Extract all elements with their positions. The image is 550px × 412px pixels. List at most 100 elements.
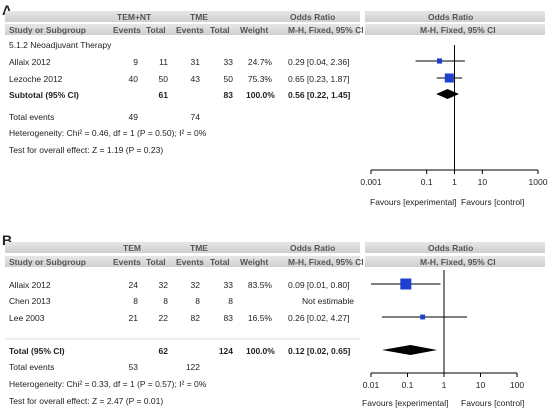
- panel-a-favours-right: Favours [control]: [461, 197, 525, 207]
- panel-b-favours-right: Favours [control]: [461, 398, 525, 408]
- panel-b-row2-events2: 8: [195, 296, 200, 306]
- panel-b-tick-label-4: 100: [510, 380, 524, 390]
- panel-a-row2-or: 0.65 [0.23, 1.87]: [288, 74, 350, 84]
- panel-a-group1-label: TEM+NT: [117, 12, 152, 22]
- panel-a-row1-events2: 31: [190, 57, 200, 67]
- panel-b-total-events1: 53: [128, 362, 138, 372]
- panel-a-box-0: [436, 58, 443, 64]
- panel-a-row2-events1: 40: [128, 74, 138, 84]
- panel-a-odds-ratio-plot-header: Odds Ratio: [428, 12, 474, 22]
- panel-a-odds-ratio-header: Odds Ratio: [290, 12, 336, 22]
- panel-b-favours-left: Favours [experimental]: [362, 398, 449, 408]
- panel-b-total-total2: 124: [218, 346, 233, 356]
- panel-a-row2-study: Lezoche 2012: [9, 74, 63, 84]
- panel-a-subtotal-total1: 61: [158, 90, 168, 100]
- panel-b-group1-label: TEM: [123, 243, 141, 253]
- panel-a-subtotal-or: 0.56 [0.22, 1.45]: [288, 90, 351, 100]
- panel-a-method-plot-header: M-H, Fixed, 95% CI: [420, 25, 496, 35]
- panel-b-header-band-1: [5, 242, 360, 253]
- panel-a-events1-header: Events: [113, 25, 141, 35]
- panel-a-total-events1: 49: [128, 112, 138, 122]
- panel-a-method-header: M-H, Fixed, 95% CI: [288, 25, 364, 35]
- panel-b-total-label: Total (95% CI): [9, 346, 65, 356]
- panel-b-header-band-4: [365, 256, 545, 267]
- panel-b-study-header: Study or Subgroup: [9, 257, 86, 267]
- panel-b-weight-header: Weight: [240, 257, 269, 267]
- panel-b-total-events-label: Total events: [9, 362, 55, 372]
- panel-b-odds-ratio-plot-header: Odds Ratio: [428, 243, 474, 253]
- panel-b-heterogeneity: Heterogeneity: Chi² = 0.33, df = 1 (P = …: [9, 379, 207, 389]
- panel-b-row1-total2: 33: [223, 280, 233, 290]
- panel-a-header-band-2: [365, 11, 545, 22]
- panel-a-header-band-3: [5, 24, 360, 35]
- panel-b-row1-weight: 83.5%: [247, 280, 272, 290]
- panel-b-row2-or: Not estimable: [302, 296, 354, 306]
- panel-a-tick-label-1: 0.1: [421, 177, 433, 187]
- panel-a-group2-label: TME: [190, 12, 208, 22]
- panel-b-events2-header: Events: [176, 257, 204, 267]
- panel-b-row1-events2: 32: [190, 280, 200, 290]
- panel-a-subtotal-weight: 100.0%: [246, 90, 275, 100]
- panel-a-tick-label-3: 10: [478, 177, 488, 187]
- panel-b-row3-weight: 16.5%: [247, 313, 272, 323]
- panel-a-row1-study: Allaix 2012: [9, 57, 51, 67]
- panel-b-method-plot-header: M-H, Fixed, 95% CI: [420, 257, 496, 267]
- panel-a-subtotal-label: Subtotal (95% CI): [9, 90, 79, 100]
- panel-a-box-1: [444, 73, 454, 83]
- panel-b-row1-total1: 32: [158, 280, 168, 290]
- panel-b-box-0: [400, 278, 412, 290]
- panel-b-row1-study: Allaix 2012: [9, 280, 51, 290]
- panel-a-row1-events1: 9: [133, 57, 138, 67]
- panel-a-header-band-4: [365, 24, 545, 35]
- panel-b-events1-header: Events: [113, 257, 141, 267]
- panel-b-row2-total1: 8: [163, 296, 168, 306]
- panel-a-total-events2: 74: [190, 112, 200, 122]
- panel-a-row2-total1: 50: [158, 74, 168, 84]
- panel-a-row1-total1: 11: [159, 57, 168, 67]
- panel-b-row3-total1: 22: [158, 313, 168, 323]
- panel-a-label: A: [2, 2, 13, 18]
- panel-a-tick-label-2: 1: [452, 177, 457, 187]
- panel-b-tick-label-2: 1: [442, 380, 447, 390]
- panel-a-tick-label-4: 1000: [529, 177, 548, 187]
- panel-a-events2-header: Events: [176, 25, 204, 35]
- panel-b-row3-events1: 21: [128, 313, 138, 323]
- panel-a-row2-events2: 43: [190, 74, 200, 84]
- panel-b-pooled-diamond: [381, 345, 438, 355]
- panel-a-tick-label-0: 0.001: [360, 177, 382, 187]
- panel-b-group2-label: TME: [190, 243, 208, 253]
- panel-b-label: B: [2, 232, 13, 248]
- panel-b-overall-effect: Test for overall effect: Z = 2.47 (P = 0…: [9, 396, 164, 406]
- panel-a-subtotal-total2: 83: [223, 90, 233, 100]
- panel-b-row1-events1: 24: [128, 280, 138, 290]
- panel-b-header-band-3: [5, 256, 360, 267]
- panel-b-header-band-2: [365, 242, 545, 253]
- panel-b-row2-total2: 8: [228, 296, 233, 306]
- panel-b-total-weight: 100.0%: [246, 346, 275, 356]
- panel-a-total-events-label: Total events: [9, 112, 55, 122]
- panel-b-row2-events1: 8: [133, 296, 138, 306]
- panel-b-total1-header: Total: [146, 257, 166, 267]
- panel-b-row3-or: 0.26 [0.02, 4.27]: [288, 313, 350, 323]
- panel-b-method-header: M-H, Fixed, 95% CI: [288, 257, 364, 267]
- panel-b-row3-events2: 82: [190, 313, 200, 323]
- panel-b-row3-total2: 83: [223, 313, 233, 323]
- panel-b-row1-or: 0.09 [0.01, 0.80]: [288, 280, 350, 290]
- panel-b-box-2: [420, 314, 426, 320]
- panel-a-overall-effect: Test for overall effect: Z = 1.19 (P = 0…: [9, 145, 164, 155]
- panel-a-row2-total2: 50: [223, 74, 233, 84]
- panel-a-header-band-1: [5, 11, 360, 22]
- panel-a-row1-or: 0.29 [0.04, 2.36]: [288, 57, 350, 67]
- panel-a-total1-header: Total: [146, 25, 166, 35]
- panel-b-total-events2: 122: [185, 362, 200, 372]
- panel-b-tick-label-3: 10: [476, 380, 486, 390]
- panel-b-total-or: 0.12 [0.02, 0.65]: [288, 346, 351, 356]
- panel-a-weight-header: Weight: [240, 25, 269, 35]
- panel-a-row2-weight: 75.3%: [247, 74, 272, 84]
- panel-b-row3-study: Lee 2003: [9, 313, 45, 323]
- panel-b-tick-label-0: 0.01: [363, 380, 380, 390]
- panel-b-total-total1: 62: [158, 346, 168, 356]
- panel-a-study-header: Study or Subgroup: [9, 25, 86, 35]
- panel-a-subgroup-title: 5.1.2 Neoadjuvant Therapy: [9, 40, 112, 50]
